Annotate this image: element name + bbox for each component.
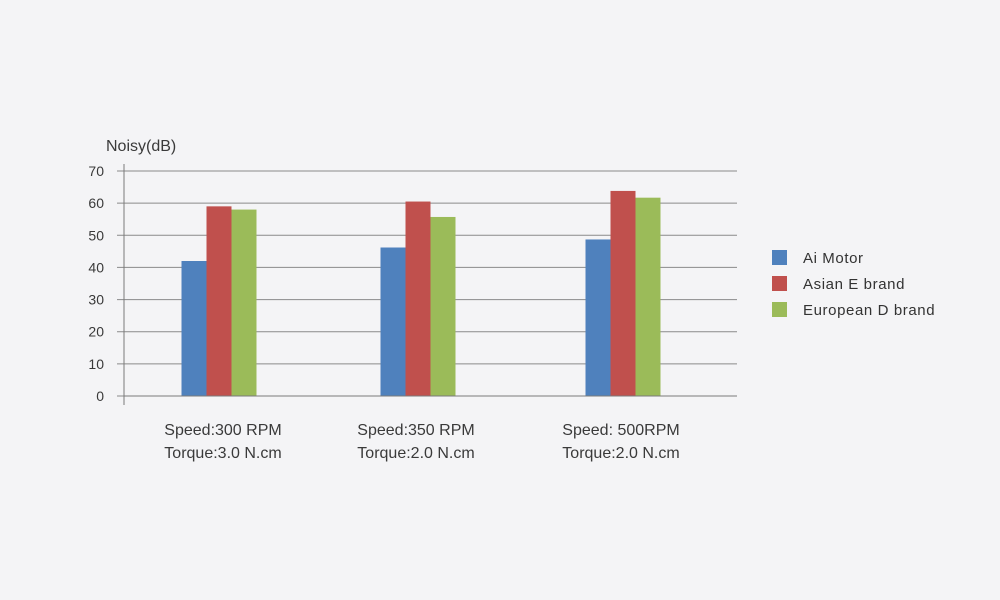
legend: Ai Motor Asian E brand European D brand <box>772 250 935 319</box>
y-tick-labels: 0 10 20 30 40 50 60 70 <box>88 163 104 404</box>
y-tick-label: 20 <box>88 324 104 340</box>
legend-swatch <box>772 276 787 291</box>
category-label-speed: Speed: 500RPM <box>562 422 679 439</box>
y-tick-label: 70 <box>88 163 104 179</box>
y-tick-label: 50 <box>88 227 104 243</box>
y-tick-label: 0 <box>96 388 104 404</box>
y-axis-title: Noisy(dB) <box>106 138 176 155</box>
axes <box>123 164 737 405</box>
legend-label: Ai Motor <box>803 250 864 267</box>
bars <box>181 190 661 396</box>
legend-swatch <box>772 302 787 317</box>
bar-asian-e-brand <box>206 206 232 396</box>
legend-swatch <box>772 250 787 265</box>
bar-ai-motor <box>585 239 611 396</box>
category-label-speed: Speed:300 RPM <box>164 422 281 439</box>
bar-ai-motor <box>380 247 406 396</box>
bar-european-d-brand <box>635 197 661 396</box>
bar-asian-e-brand <box>610 190 636 396</box>
y-tick-label: 30 <box>88 292 104 308</box>
category-label-speed: Speed:350 RPM <box>357 422 474 439</box>
category-label-torque: Torque:3.0 N.cm <box>164 445 281 462</box>
legend-label: Asian E brand <box>803 276 905 293</box>
y-tick-label: 60 <box>88 195 104 211</box>
bar-european-d-brand <box>430 216 456 396</box>
category-labels: Speed:300 RPM Torque:3.0 N.cm Speed:350 RP… <box>164 422 679 462</box>
y-tick-label: 10 <box>88 356 104 372</box>
category-label-torque: Torque:2.0 N.cm <box>562 445 679 462</box>
y-tick-label: 40 <box>88 259 104 275</box>
category-label-torque: Torque:2.0 N.cm <box>357 445 474 462</box>
bar-european-d-brand <box>231 209 257 396</box>
bar-asian-e-brand <box>405 201 431 396</box>
bar-ai-motor <box>181 261 207 396</box>
legend-label: European D brand <box>803 302 935 319</box>
